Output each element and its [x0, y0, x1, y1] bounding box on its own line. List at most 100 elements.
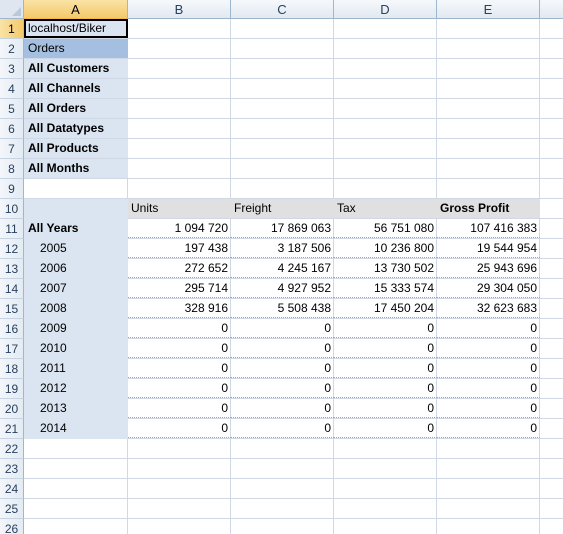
column-header-d[interactable]: D [334, 0, 437, 19]
value-cell[interactable]: 328 916 [128, 299, 231, 318]
value-cell[interactable]: 0 [437, 399, 540, 418]
value-cell[interactable]: 17 869 063 [231, 219, 334, 238]
row-header-6[interactable]: 6 [0, 119, 24, 139]
row-header-12[interactable]: 12 [0, 239, 24, 259]
row-header-10[interactable]: 10 [0, 199, 24, 219]
value-cell[interactable]: 0 [128, 399, 231, 418]
row-header-21[interactable]: 21 [0, 419, 24, 439]
column-header-b[interactable]: B [128, 0, 231, 19]
row-label[interactable]: 2014 [24, 419, 128, 439]
value-cell[interactable]: 0 [128, 339, 231, 358]
row-header-26[interactable]: 26 [0, 519, 24, 534]
value-cell[interactable]: 0 [437, 379, 540, 398]
row-header-2[interactable]: 2 [0, 39, 24, 59]
row-header-4[interactable]: 4 [0, 79, 24, 99]
filter-cell[interactable]: All Products [24, 139, 128, 158]
row-header-3[interactable]: 3 [0, 59, 24, 79]
value-cell[interactable]: 13 730 502 [334, 259, 437, 278]
row-label[interactable]: 2007 [24, 279, 128, 299]
cell-connection[interactable]: localhost/Biker [24, 19, 128, 38]
value-cell[interactable]: 32 623 683 [437, 299, 540, 318]
value-cell[interactable]: 0 [128, 359, 231, 378]
value-cell[interactable]: 0 [437, 419, 540, 438]
value-cell[interactable]: 25 943 696 [437, 259, 540, 278]
filter-cell[interactable]: All Customers [24, 59, 128, 78]
row-label[interactable]: 2005 [24, 239, 128, 259]
value-cell[interactable]: 0 [231, 319, 334, 338]
row-label[interactable]: All Years [24, 219, 128, 239]
column-header-c[interactable]: C [231, 0, 334, 19]
select-all-corner[interactable] [0, 0, 24, 19]
row-header-15[interactable]: 15 [0, 299, 24, 319]
value-cell[interactable]: 0 [231, 339, 334, 358]
value-cell[interactable]: 0 [231, 359, 334, 378]
row-header-13[interactable]: 13 [0, 259, 24, 279]
value-cell[interactable]: 15 333 574 [334, 279, 437, 298]
row-header-24[interactable]: 24 [0, 479, 24, 499]
row-label[interactable]: 2010 [24, 339, 128, 359]
row-header-16[interactable]: 16 [0, 319, 24, 339]
row-header-14[interactable]: 14 [0, 279, 24, 299]
filter-cell[interactable]: All Orders [24, 99, 128, 118]
measure-header-gross-profit[interactable]: Gross Profit [437, 199, 540, 218]
value-cell[interactable]: 0 [334, 399, 437, 418]
value-cell[interactable]: 29 304 050 [437, 279, 540, 298]
row-header-20[interactable]: 20 [0, 399, 24, 419]
cell-cube[interactable]: Orders [24, 39, 128, 58]
row-header-5[interactable]: 5 [0, 99, 24, 119]
value-cell[interactable]: 0 [128, 379, 231, 398]
row-label[interactable]: 2013 [24, 399, 128, 419]
cell-grid[interactable]: localhost/Biker Orders All Customers All … [24, 19, 563, 534]
measure-header-freight[interactable]: Freight [231, 199, 334, 218]
row-header-25[interactable]: 25 [0, 499, 24, 519]
row-label[interactable]: 2008 [24, 299, 128, 319]
cell-a10[interactable] [24, 199, 128, 219]
row-header-11[interactable]: 11 [0, 219, 24, 239]
filter-cell[interactable]: All Months [24, 159, 128, 178]
value-cell[interactable]: 0 [437, 319, 540, 338]
value-cell[interactable]: 295 714 [128, 279, 231, 298]
column-header-a[interactable]: A [24, 0, 128, 19]
row-header-19[interactable]: 19 [0, 379, 24, 399]
row-header-9[interactable]: 9 [0, 179, 24, 199]
value-cell[interactable]: 4 245 167 [231, 259, 334, 278]
row-header-1[interactable]: 1 [0, 19, 24, 39]
filter-cell[interactable]: All Channels [24, 79, 128, 98]
row-label[interactable]: 2009 [24, 319, 128, 339]
value-cell[interactable]: 0 [334, 379, 437, 398]
value-cell[interactable]: 10 236 800 [334, 239, 437, 258]
value-cell[interactable]: 197 438 [128, 239, 231, 258]
value-cell[interactable]: 19 544 954 [437, 239, 540, 258]
column-header-e[interactable]: E [437, 0, 540, 19]
value-cell[interactable]: 107 416 383 [437, 219, 540, 238]
measure-header-tax[interactable]: Tax [334, 199, 437, 218]
row-label[interactable]: 2006 [24, 259, 128, 279]
value-cell[interactable]: 0 [437, 339, 540, 358]
row-header-18[interactable]: 18 [0, 359, 24, 379]
value-cell[interactable]: 0 [231, 399, 334, 418]
measure-header-units[interactable]: Units [128, 199, 231, 218]
filter-cell[interactable]: All Datatypes [24, 119, 128, 138]
value-cell[interactable]: 56 751 080 [334, 219, 437, 238]
row-header-23[interactable]: 23 [0, 459, 24, 479]
value-cell[interactable]: 0 [231, 419, 334, 438]
value-cell[interactable]: 1 094 720 [128, 219, 231, 238]
value-cell[interactable]: 5 508 438 [231, 299, 334, 318]
column-header-f[interactable] [540, 0, 563, 19]
value-cell[interactable]: 0 [437, 359, 540, 378]
row-header-22[interactable]: 22 [0, 439, 24, 459]
row-label[interactable]: 2011 [24, 359, 128, 379]
row-label[interactable]: 2012 [24, 379, 128, 399]
value-cell[interactable]: 0 [334, 319, 437, 338]
value-cell[interactable]: 272 652 [128, 259, 231, 278]
value-cell[interactable]: 0 [334, 419, 437, 438]
row-header-8[interactable]: 8 [0, 159, 24, 179]
row-header-17[interactable]: 17 [0, 339, 24, 359]
value-cell[interactable]: 0 [128, 419, 231, 438]
value-cell[interactable]: 0 [334, 339, 437, 358]
value-cell[interactable]: 0 [231, 379, 334, 398]
value-cell[interactable]: 4 927 952 [231, 279, 334, 298]
value-cell[interactable]: 17 450 204 [334, 299, 437, 318]
value-cell[interactable]: 3 187 506 [231, 239, 334, 258]
row-header-7[interactable]: 7 [0, 139, 24, 159]
